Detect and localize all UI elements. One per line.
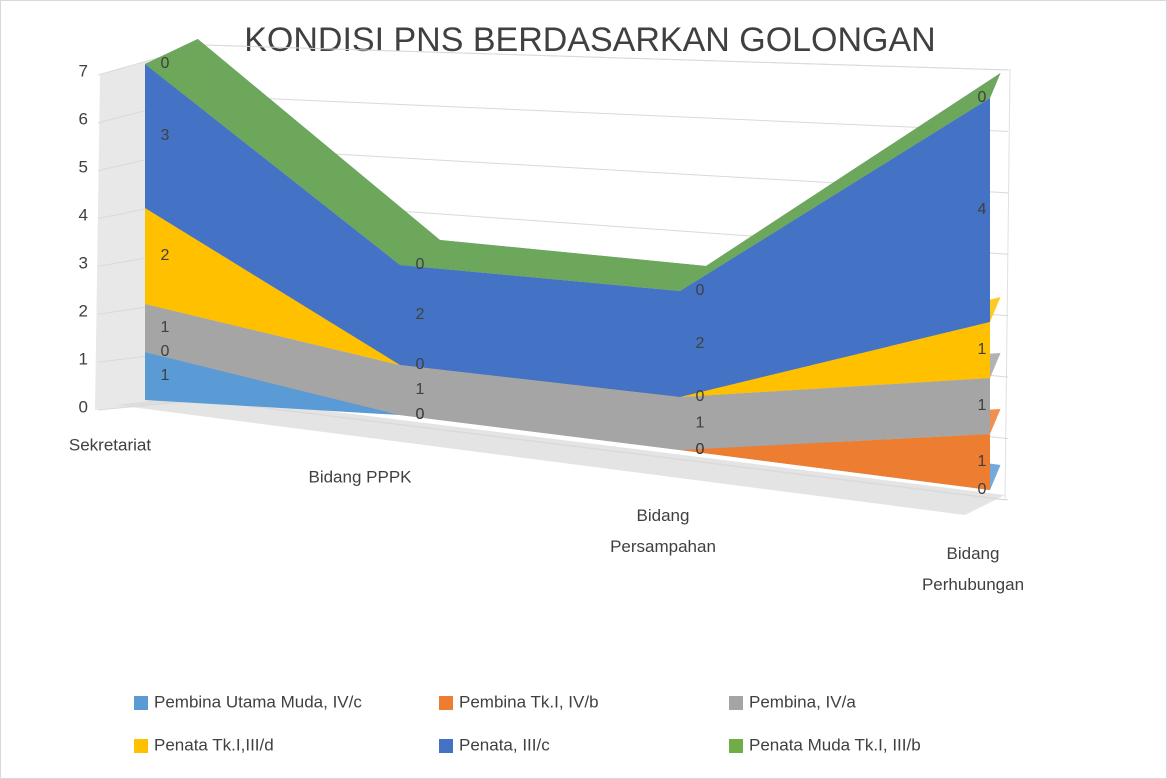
data-label: 0 [978,481,987,498]
legend-label: Penata Tk.I,III/d [154,735,274,754]
y-tick-label: 2 [79,301,88,320]
legend-swatch [439,696,453,710]
grid-line [202,44,1009,71]
data-label: 0 [696,388,705,405]
grid-line [202,399,1009,501]
data-label: 1 [696,415,705,432]
legend-label: Penata Muda Tk.I, III/b [749,735,921,754]
legend-label: Penata, III/c [459,735,550,754]
data-label: 0 [416,406,425,423]
legend-label: Pembina, IV/a [749,692,856,711]
legend-swatch [439,739,453,753]
area-top [145,39,1001,291]
area [145,64,990,397]
legend-swatch [729,739,743,753]
data-label: 1 [978,453,987,470]
data-label: 0 [978,89,987,106]
data-label: 3 [161,127,170,144]
y-tick-label: 3 [79,253,88,272]
area [145,304,990,450]
legend-swatch [134,696,148,710]
data-label: 1 [978,341,987,358]
data-label: 0 [696,441,705,458]
x-tick-label-line: Bidang [947,544,1000,563]
data-label: 0 [161,55,170,72]
data-label: 0 [416,406,425,423]
x-tick-label-line: Persampahan [610,537,716,556]
y-tick-label: 7 [79,61,88,80]
y-tick-label: 0 [79,397,88,416]
x-tick-label: Bidang Perhubungan [922,544,1024,594]
data-label: 2 [416,306,425,323]
data-label: 1 [161,367,170,384]
grid-line [202,95,1009,132]
x-tick-label: Sekretariat [69,435,151,454]
y-tick-label: 6 [79,109,88,128]
data-label: 2 [161,247,170,264]
legend-label: Pembina Tk.I, IV/b [459,692,599,711]
data-label: 1 [978,397,987,414]
area [145,208,990,397]
legend-swatch [729,696,743,710]
data-label: 0 [696,441,705,458]
data-label: 0 [696,282,705,299]
legend-label: Pembina Utama Muda, IV/c [154,692,362,711]
y-tick-label: 1 [79,349,88,368]
data-label: 2 [696,335,705,352]
data-label: 0 [416,256,425,273]
data-label: 1 [416,381,425,398]
x-tick-label: Bidang PPPK [308,467,412,486]
x-tick-label: Bidang Persampahan [610,506,716,556]
data-label: 4 [978,201,987,218]
area [145,352,990,490]
y-tick-label: 4 [79,205,88,224]
data-label: 1 [161,319,170,336]
floor [115,395,1005,515]
chart-title: KONDISI PNS BERDASARKAN GOLONGAN [244,21,936,59]
data-label: 0 [416,356,425,373]
data-label: 0 [161,343,170,360]
legend-swatch [134,739,148,753]
y-tick-label: 5 [79,157,88,176]
x-tick-label-line: Perhubungan [922,575,1024,594]
x-tick-label-line: Bidang [637,506,690,525]
